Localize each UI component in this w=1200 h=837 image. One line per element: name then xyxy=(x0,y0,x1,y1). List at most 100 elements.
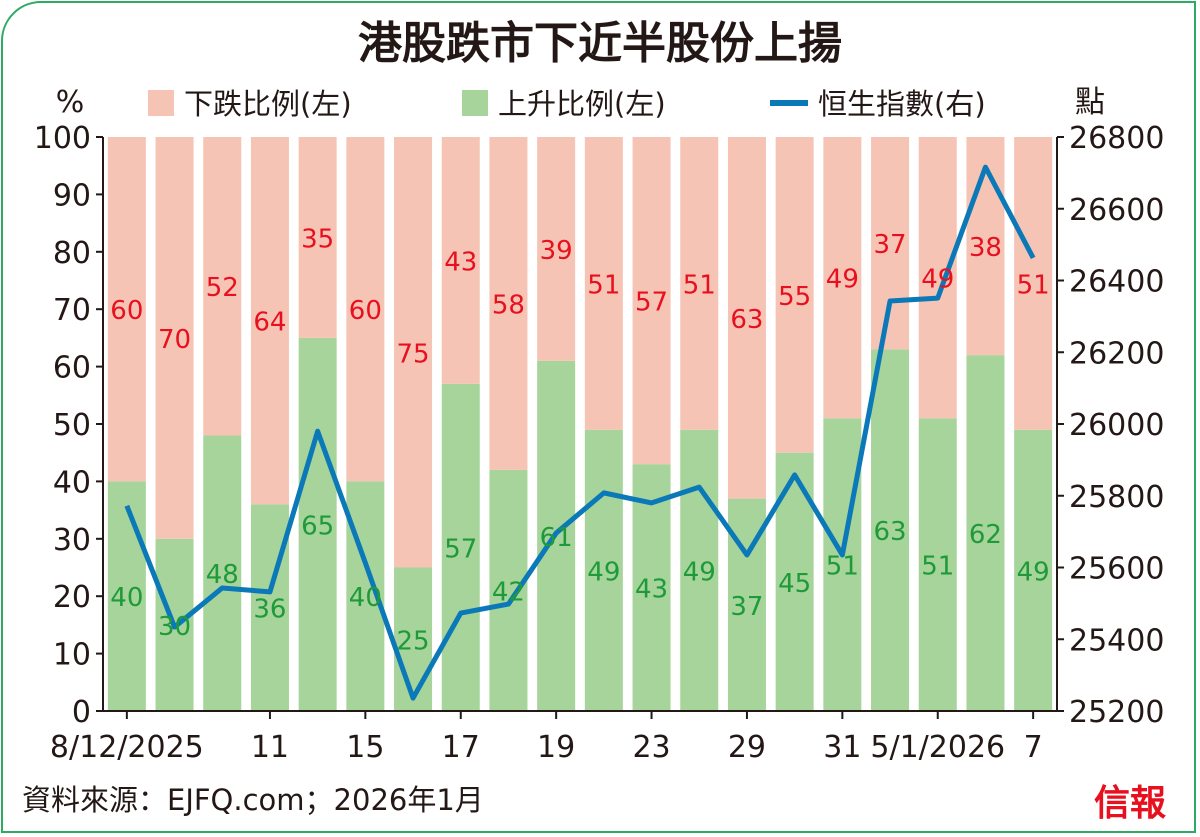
bar-down-label: 60 xyxy=(110,296,143,326)
right-tick-label: 25800 xyxy=(1069,480,1164,515)
bar-down xyxy=(537,137,576,361)
bar-up-label: 61 xyxy=(540,523,573,553)
left-tick-label: 30 xyxy=(53,523,91,558)
bar-up-label: 25 xyxy=(397,626,430,656)
left-tick-label: 0 xyxy=(72,695,91,730)
bar-down xyxy=(489,137,528,470)
bar-down-label: 37 xyxy=(874,230,907,260)
x-tick-label: 29 xyxy=(728,730,766,765)
bar-up xyxy=(1014,429,1053,711)
bar-down-label: 64 xyxy=(253,308,286,338)
right-tick-label: 26000 xyxy=(1069,408,1164,443)
bar-up xyxy=(489,469,528,711)
bar-down xyxy=(584,137,623,430)
x-tick-label: 17 xyxy=(442,730,480,765)
left-tick-label: 60 xyxy=(53,351,91,386)
bar-down xyxy=(107,137,146,482)
bar-up-label: 37 xyxy=(730,592,763,622)
right-tick-label: 26200 xyxy=(1069,336,1164,371)
right-axis-unit: 點 xyxy=(1075,85,1105,120)
bar-up-label: 63 xyxy=(874,517,907,547)
bar-up xyxy=(441,383,480,711)
x-tick-label: 5/1/2026 xyxy=(870,730,1005,765)
right-tick-label: 26400 xyxy=(1069,265,1164,300)
legend-label-down: 下跌比例(左) xyxy=(184,87,352,121)
legend-label-up: 上升比例(左) xyxy=(498,87,666,121)
bar-up xyxy=(871,349,910,711)
bar-up-label: 42 xyxy=(492,577,525,607)
bar-down xyxy=(155,137,194,539)
bar-down xyxy=(1014,137,1053,430)
bar-up-label: 40 xyxy=(349,583,382,613)
bar-up xyxy=(250,504,289,711)
left-tick-label: 90 xyxy=(53,178,91,213)
bar-up xyxy=(203,435,242,711)
bar-down xyxy=(727,137,766,499)
bar-up-label: 36 xyxy=(253,595,286,625)
bar-up-label: 40 xyxy=(110,583,143,613)
bar-up-label: 30 xyxy=(158,612,191,642)
bar-up xyxy=(823,418,862,711)
bar-down-label: 49 xyxy=(826,265,859,295)
right-tick-label: 26800 xyxy=(1069,121,1164,156)
bar-up-label: 48 xyxy=(206,560,239,590)
x-tick-label: 11 xyxy=(251,730,289,765)
bar-up xyxy=(394,567,433,711)
right-tick-label: 26600 xyxy=(1069,193,1164,228)
bar-down xyxy=(298,137,337,338)
bar-up xyxy=(966,355,1005,711)
bar-up-label: 51 xyxy=(826,552,859,582)
right-tick-label: 25600 xyxy=(1069,552,1164,587)
bar-up-label: 49 xyxy=(587,557,620,587)
bar-down-label: 51 xyxy=(683,270,716,300)
bar-up-label: 57 xyxy=(444,534,477,564)
bar-down xyxy=(346,137,385,482)
bar-down xyxy=(441,137,480,384)
legend-swatch-down xyxy=(148,90,174,116)
bar-down xyxy=(680,137,719,430)
bar-down xyxy=(775,137,814,453)
bar-down-label: 57 xyxy=(635,288,668,318)
bar-down xyxy=(632,137,671,465)
bar-down-label: 70 xyxy=(158,325,191,355)
bar-down xyxy=(918,137,957,419)
bar-down-label: 60 xyxy=(349,296,382,326)
bar-down-label: 58 xyxy=(492,290,525,320)
bar-down xyxy=(394,137,433,568)
left-axis-unit: % xyxy=(56,85,85,120)
x-tick-label: 19 xyxy=(537,730,575,765)
legend-swatch-up xyxy=(462,90,488,116)
bar-up-label: 65 xyxy=(301,511,334,541)
x-tick-label: 7 xyxy=(1024,730,1043,765)
hsi-line xyxy=(124,164,1036,701)
bar-down-label: 49 xyxy=(921,265,954,295)
right-tick-label: 25200 xyxy=(1069,695,1164,730)
bar-down-label: 51 xyxy=(587,270,620,300)
left-tick-label: 70 xyxy=(53,293,91,328)
bar-up xyxy=(298,337,337,711)
bar-down-label: 52 xyxy=(206,273,239,303)
bar-down-label: 55 xyxy=(778,282,811,312)
left-tick-label: 20 xyxy=(53,580,91,615)
legend: 下跌比例(左) 上升比例(左) 恒生指數(右) xyxy=(148,87,986,121)
bar-down xyxy=(203,137,242,436)
bar-up-label: 45 xyxy=(778,569,811,599)
x-tick-label: 8/12/2025 xyxy=(50,730,204,765)
bar-up-label: 43 xyxy=(635,575,668,605)
bar-up xyxy=(584,429,623,711)
x-tick-label: 31 xyxy=(823,730,861,765)
bar-down-label: 35 xyxy=(301,224,334,254)
bar-up xyxy=(918,418,957,711)
bar-down-label: 43 xyxy=(444,247,477,277)
bar-down-label: 75 xyxy=(397,339,430,369)
left-tick-label: 50 xyxy=(53,408,91,443)
bar-down-label: 38 xyxy=(969,233,1002,263)
left-tick-label: 10 xyxy=(53,638,91,673)
bar-up xyxy=(107,481,146,711)
x-tick-label: 23 xyxy=(632,730,670,765)
source-note: 資料來源：EJFQ.com；2026年1月 xyxy=(22,783,484,817)
logo: 信報 xyxy=(1094,782,1166,824)
right-tick-label: 25400 xyxy=(1069,623,1164,658)
